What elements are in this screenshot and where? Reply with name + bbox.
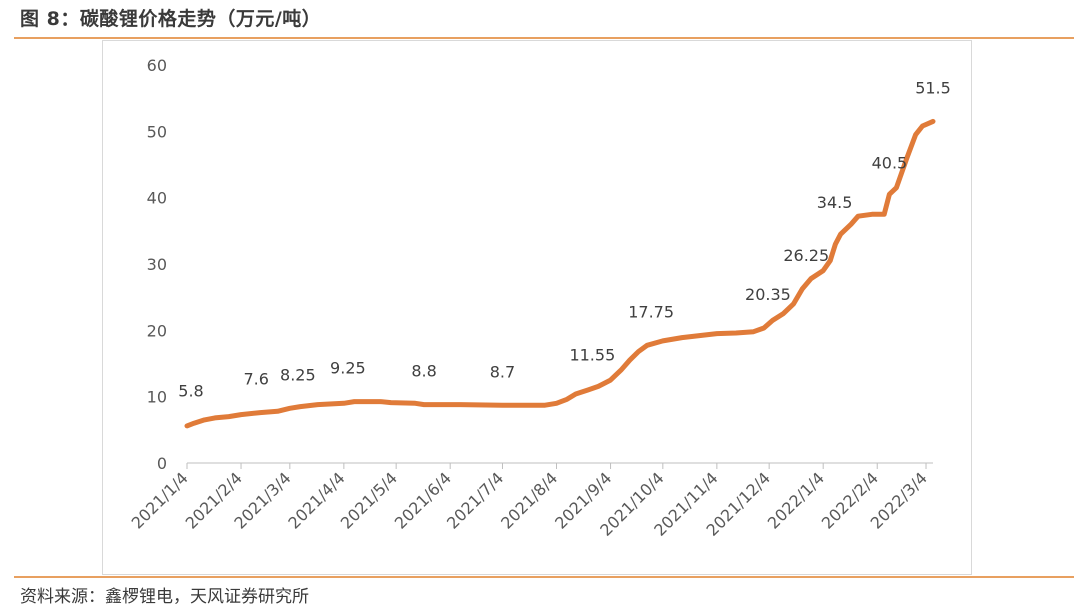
chart-frame: 0 10 20 30 40 50 60 2021/1/4 2021/2/4 2021/3/4 202… xyxy=(102,40,972,575)
data-label: 8.7 xyxy=(490,362,515,381)
data-label: 8.25 xyxy=(280,365,316,384)
price-line-chart: 01020304050602021/1/42021/2/42021/3/4202… xyxy=(128,56,951,540)
data-label: 34.5 xyxy=(817,193,853,212)
data-label: 5.8 xyxy=(178,382,203,401)
y-tick-label: 20 xyxy=(147,321,167,340)
y-tick-label: 40 xyxy=(147,189,167,208)
data-label: 8.8 xyxy=(411,362,436,381)
y-tick-label: 60 xyxy=(147,56,167,75)
data-label: 9.25 xyxy=(330,359,366,378)
data-label: 51.5 xyxy=(915,78,951,97)
y-tick-label: 10 xyxy=(147,388,167,407)
data-label: 20.35 xyxy=(745,285,791,304)
bottom-rule xyxy=(14,576,1074,578)
x-tick-label: 2021/7/4 xyxy=(443,468,507,532)
x-tick-label: 2021/1/4 xyxy=(128,468,192,532)
data-label: 40.5 xyxy=(872,153,908,172)
top-rule xyxy=(14,37,1074,39)
y-tick-label: 30 xyxy=(147,255,167,274)
data-label: 17.75 xyxy=(628,302,674,321)
x-tick-label: 2021/5/4 xyxy=(337,468,401,532)
data-label: 11.55 xyxy=(569,345,615,364)
y-tick-label: 50 xyxy=(147,122,167,141)
x-tick-label: 2021/8/4 xyxy=(497,468,561,532)
source-note: 资料来源：鑫椤锂电，天风证券研究所 xyxy=(20,587,309,607)
x-tick-label: 2021/6/4 xyxy=(391,468,455,532)
figure-title: 图 8：碳酸锂价格走势（万元/吨） xyxy=(20,8,322,30)
price-series-line xyxy=(184,118,936,429)
y-tick-label: 0 xyxy=(157,454,167,473)
x-tick-label: 2022/1/4 xyxy=(764,468,828,532)
data-label: 26.25 xyxy=(783,246,829,265)
data-label: 7.6 xyxy=(243,370,268,389)
x-tick-label: 2021/4/4 xyxy=(284,468,348,532)
